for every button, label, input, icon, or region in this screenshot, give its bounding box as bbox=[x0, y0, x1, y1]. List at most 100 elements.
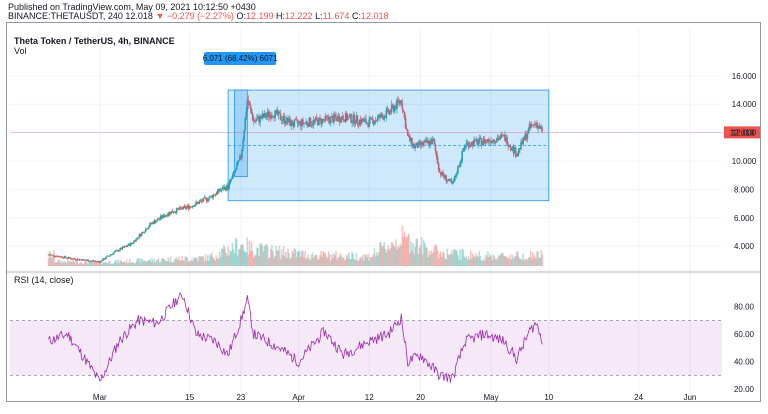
candle-body bbox=[537, 125, 539, 129]
volume-bar bbox=[417, 254, 420, 266]
candle-body bbox=[352, 114, 354, 122]
candle-body bbox=[461, 151, 464, 161]
candle-body bbox=[226, 184, 228, 191]
candle-body bbox=[135, 238, 137, 242]
volume-bar bbox=[452, 249, 455, 266]
volume-bar bbox=[112, 262, 115, 266]
volume-bar bbox=[58, 259, 60, 266]
candle-body bbox=[125, 246, 128, 248]
volume-bar bbox=[268, 257, 271, 266]
volume-bar bbox=[228, 255, 230, 266]
candle-body bbox=[332, 116, 334, 123]
candle-body bbox=[510, 147, 513, 151]
volume-bar bbox=[457, 255, 459, 266]
candle-body bbox=[157, 218, 160, 220]
price-tick-label: 12.000 bbox=[732, 129, 757, 138]
volume-bar bbox=[148, 260, 150, 266]
candle-body bbox=[279, 113, 282, 120]
volume-bar bbox=[153, 258, 156, 266]
volume-bar bbox=[157, 258, 160, 266]
volume-bar bbox=[208, 260, 210, 266]
volume-bar bbox=[352, 254, 354, 266]
candle-body bbox=[66, 258, 69, 259]
volume-bar bbox=[490, 255, 492, 266]
volume-bar bbox=[475, 253, 477, 266]
candle-body bbox=[159, 215, 162, 219]
volume-bar bbox=[486, 256, 488, 266]
volume-bar bbox=[177, 260, 179, 266]
candle-body bbox=[317, 119, 319, 126]
volume-bar bbox=[466, 259, 469, 266]
candle-body bbox=[288, 118, 290, 123]
candle-body bbox=[202, 197, 205, 202]
candle-body bbox=[187, 205, 190, 209]
volume-bar bbox=[531, 252, 534, 266]
volume-bar bbox=[104, 262, 106, 266]
volume-bar bbox=[493, 256, 496, 266]
candle-body bbox=[514, 147, 517, 157]
volume-bar bbox=[456, 250, 458, 266]
candle-body bbox=[126, 245, 129, 247]
candle-body bbox=[376, 116, 379, 121]
candle-body bbox=[193, 205, 195, 207]
candle-body bbox=[303, 122, 305, 124]
volume-bar bbox=[166, 261, 168, 266]
volume-bar bbox=[163, 259, 165, 266]
volume-bar bbox=[535, 258, 537, 266]
candle-body bbox=[410, 137, 412, 141]
volume-bar bbox=[336, 259, 338, 266]
volume-bar bbox=[339, 253, 342, 266]
volume-bar bbox=[69, 262, 71, 266]
volume-bar bbox=[459, 249, 461, 266]
open-value: 12.199 bbox=[245, 11, 274, 21]
volume-bar bbox=[165, 261, 167, 266]
candle-body bbox=[197, 202, 199, 204]
candle-body bbox=[212, 194, 214, 198]
volume-bar bbox=[394, 247, 396, 266]
candle-body bbox=[175, 208, 178, 213]
candle-body bbox=[94, 261, 97, 262]
candle-body bbox=[479, 138, 482, 139]
volume-bar bbox=[464, 258, 467, 266]
volume-bar bbox=[123, 261, 126, 266]
volume-bar bbox=[59, 262, 62, 266]
volume-bar bbox=[520, 258, 522, 266]
candle-body bbox=[474, 139, 476, 141]
volume-bar bbox=[99, 260, 101, 266]
measure-box bbox=[234, 89, 248, 178]
volume-bar bbox=[359, 256, 362, 266]
candle-body bbox=[101, 260, 103, 262]
volume-bar bbox=[199, 256, 202, 266]
volume-bar bbox=[358, 258, 361, 266]
candle-body bbox=[493, 139, 496, 142]
candle-body bbox=[250, 108, 253, 114]
candle-body bbox=[422, 142, 425, 146]
candle-body bbox=[115, 250, 117, 252]
candle-body bbox=[345, 113, 348, 121]
candle-body bbox=[123, 246, 126, 248]
candle-body bbox=[521, 141, 523, 145]
volume-bar bbox=[371, 256, 374, 266]
candle-body bbox=[441, 171, 443, 176]
candle-body bbox=[161, 215, 163, 218]
candle-body bbox=[384, 116, 387, 118]
candle-body bbox=[407, 135, 410, 137]
volume-bar bbox=[49, 252, 52, 266]
volume-bar bbox=[102, 262, 104, 266]
volume-bar bbox=[509, 254, 512, 266]
volume-bar bbox=[332, 258, 334, 266]
candle-body bbox=[320, 118, 322, 125]
candle-body bbox=[260, 116, 263, 119]
volume-bar bbox=[110, 263, 113, 266]
volume-bar bbox=[304, 250, 306, 266]
volume-bar bbox=[511, 254, 514, 266]
candle-body bbox=[74, 259, 77, 260]
volume-bar bbox=[249, 250, 252, 266]
candle-body bbox=[326, 116, 329, 118]
candle-body bbox=[217, 188, 220, 192]
candle-body bbox=[220, 189, 223, 191]
volume-bar bbox=[327, 251, 330, 266]
volume-bar bbox=[305, 259, 307, 266]
volume-bar bbox=[349, 259, 351, 266]
